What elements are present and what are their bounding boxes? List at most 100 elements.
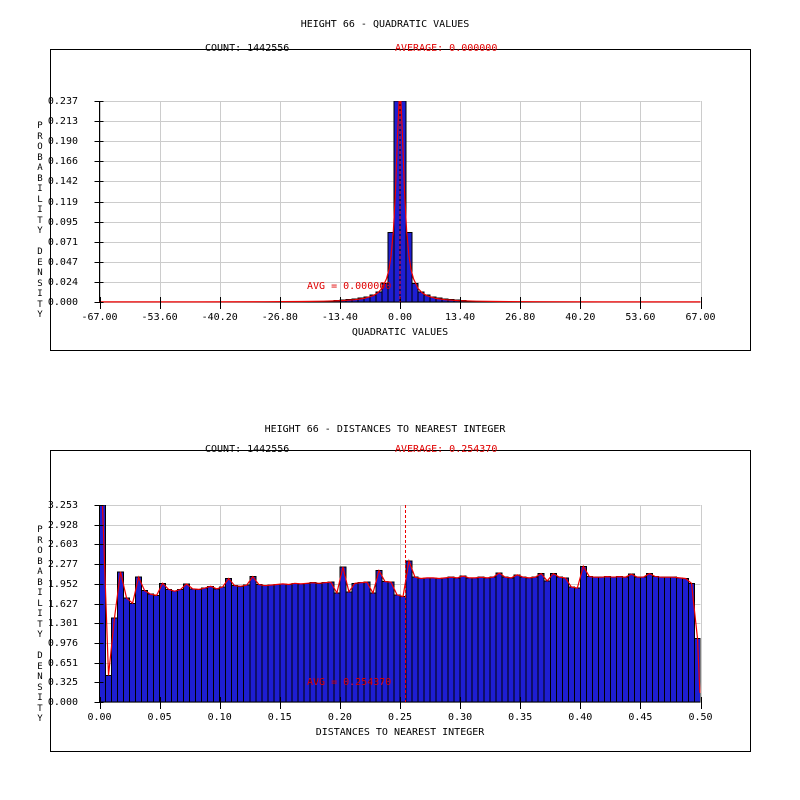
x-tick-label: 0.45 bbox=[628, 712, 653, 723]
histogram-bar bbox=[213, 588, 221, 703]
histogram-bar bbox=[393, 594, 401, 703]
histogram-bar bbox=[471, 577, 479, 703]
x-tick-label: -40.20 bbox=[201, 312, 238, 323]
histogram-bar bbox=[447, 576, 455, 703]
y-tick-label: 0.651 bbox=[47, 657, 78, 669]
histogram-bar bbox=[543, 580, 551, 703]
histogram-bar bbox=[669, 576, 677, 703]
y-tick-label: 0.325 bbox=[47, 677, 78, 689]
plot1-x-axis-title: QUADRATIC VALUES bbox=[351, 327, 449, 338]
histogram-bar bbox=[267, 584, 275, 703]
x-tick-label: 67.00 bbox=[685, 312, 716, 323]
plot1-y-axis-title: P R O B A B I L I T Y D E N S I T Y bbox=[37, 121, 43, 320]
histogram-bar bbox=[141, 590, 149, 703]
histogram-bar bbox=[615, 576, 623, 703]
histogram-bar bbox=[651, 576, 659, 703]
histogram-bar bbox=[195, 588, 203, 703]
histogram-bar bbox=[657, 576, 665, 703]
histogram-bar bbox=[519, 576, 527, 703]
y-tick-label: 1.301 bbox=[47, 618, 78, 630]
histogram-bar bbox=[159, 582, 167, 703]
histogram-bar bbox=[243, 584, 251, 703]
x-tick-label: 0.35 bbox=[508, 712, 533, 723]
histogram-bar bbox=[603, 576, 611, 703]
y-tick-label: 0.190 bbox=[47, 136, 78, 148]
histogram-bar bbox=[105, 674, 113, 703]
plot2-title: HEIGHT 66 - DISTANCES TO NEAREST INTEGER bbox=[264, 424, 506, 435]
histogram-bar bbox=[531, 576, 539, 703]
histogram-bar bbox=[129, 602, 137, 703]
x-tick-label: 0.05 bbox=[147, 712, 172, 723]
plot2-avg-annotation: AVG = 0.254370 bbox=[307, 677, 392, 688]
x-tick-label: 13.40 bbox=[445, 312, 476, 323]
histogram-bar bbox=[123, 597, 131, 703]
y-tick-label: 0.047 bbox=[47, 256, 78, 268]
y-tick-label: 0.071 bbox=[47, 236, 78, 248]
histogram-bar bbox=[537, 573, 545, 703]
histogram-bar bbox=[165, 588, 173, 703]
y-tick-label: 2.277 bbox=[47, 559, 78, 571]
histogram-bar bbox=[549, 573, 557, 703]
y-tick-label: 1.952 bbox=[47, 578, 78, 590]
histogram-bar bbox=[279, 583, 287, 703]
plot2-x-axis-title: DISTANCES TO NEAREST INTEGER bbox=[315, 727, 485, 738]
plot1-avg-annotation: AVG = 0.000000 bbox=[307, 281, 392, 292]
histogram-bar bbox=[273, 584, 281, 703]
histogram-bar bbox=[429, 577, 437, 703]
y-tick-label: 0.976 bbox=[47, 637, 78, 649]
y-tick-label: 2.603 bbox=[47, 539, 78, 551]
histogram-bar bbox=[231, 585, 239, 703]
y-tick-label: 0.000 bbox=[47, 297, 78, 308]
histogram-bar bbox=[633, 576, 641, 703]
x-tick-label: -67.00 bbox=[81, 312, 118, 323]
histogram-bar bbox=[183, 583, 191, 703]
histogram-bar bbox=[171, 590, 179, 703]
y-tick-label: 0.000 bbox=[47, 697, 78, 708]
y-tick-label: 1.627 bbox=[47, 598, 78, 610]
histogram-bar bbox=[249, 576, 257, 703]
x-tick-label: 0.40 bbox=[568, 712, 593, 723]
histogram-bar bbox=[441, 577, 449, 703]
histogram-bar bbox=[627, 573, 635, 703]
histogram-bar bbox=[681, 577, 689, 703]
histogram-bar bbox=[219, 586, 227, 703]
histogram-bar bbox=[495, 572, 503, 703]
histogram-bar bbox=[645, 573, 653, 703]
histogram-bar bbox=[567, 586, 575, 703]
y-tick-label: 2.928 bbox=[47, 519, 78, 531]
histogram-bar bbox=[585, 576, 593, 703]
histogram-bar bbox=[573, 587, 581, 703]
histogram-bar bbox=[285, 584, 293, 703]
histogram-bar bbox=[255, 584, 263, 703]
plot1-count: COUNT: 1442556 bbox=[205, 43, 290, 54]
histogram-bar bbox=[459, 575, 467, 703]
histogram-bar bbox=[465, 577, 473, 703]
histogram-bar bbox=[111, 617, 119, 703]
histogram-bar bbox=[147, 593, 155, 703]
y-tick-label: 0.213 bbox=[47, 116, 78, 128]
x-tick-label: -13.40 bbox=[321, 312, 358, 323]
y-tick-label: 0.024 bbox=[47, 276, 78, 288]
x-tick-label: 0.00 bbox=[387, 312, 413, 323]
histogram-bar bbox=[513, 574, 521, 703]
plot1-frame bbox=[50, 49, 751, 351]
histogram-bar bbox=[579, 565, 587, 703]
y-tick-label: 0.095 bbox=[47, 216, 78, 228]
x-tick-label: 0.10 bbox=[207, 712, 232, 723]
histogram-bar bbox=[237, 585, 245, 703]
x-tick-label: 53.60 bbox=[625, 312, 656, 323]
x-tick-label: 0.00 bbox=[87, 712, 112, 723]
x-tick-label: 0.20 bbox=[327, 712, 352, 723]
histogram-bar bbox=[153, 594, 161, 703]
histogram-bar bbox=[297, 583, 305, 703]
histogram-bar bbox=[477, 576, 485, 703]
histogram-bar bbox=[99, 505, 107, 703]
histogram-bar bbox=[483, 577, 491, 703]
y-tick-label: 0.166 bbox=[47, 156, 78, 168]
plot1-average: AVERAGE: 0.000000 bbox=[395, 43, 498, 54]
histogram-bar bbox=[201, 587, 209, 703]
histogram-bar bbox=[189, 588, 197, 703]
x-tick-label: 0.25 bbox=[387, 712, 413, 723]
